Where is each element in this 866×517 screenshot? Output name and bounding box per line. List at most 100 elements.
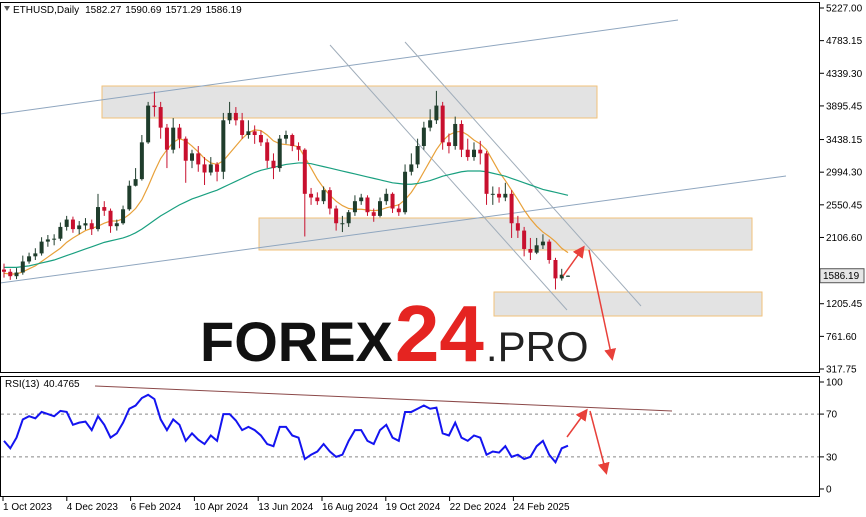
candle-body	[215, 164, 220, 172]
candle-body	[64, 219, 69, 227]
candle-body	[547, 241, 552, 261]
candle-body	[472, 149, 476, 158]
candle-body	[390, 193, 395, 209]
y-tick-label: 5227.00	[826, 4, 863, 15]
candle-body	[284, 134, 288, 139]
header: ETHUSD,Daily 1582.27 1590.69 1571.29 1586.19	[13, 5, 242, 16]
candle-body	[446, 142, 451, 147]
candle-body	[277, 138, 282, 169]
candle-body	[509, 193, 514, 224]
candle-body	[221, 120, 226, 172]
watermark-part: FOREX	[200, 310, 393, 373]
candle-body	[484, 153, 489, 194]
channel-line	[0, 19, 679, 115]
channel-line	[404, 41, 642, 307]
candle-body	[133, 179, 138, 186]
y-tick-label: 3895.45	[826, 101, 863, 112]
candle-body	[459, 123, 464, 150]
candle-body	[265, 142, 270, 161]
candle-body	[396, 208, 401, 213]
y-tick-label: 3438.15	[826, 135, 863, 146]
candle-body	[290, 134, 295, 147]
watermark: FOREX24.PRO	[200, 289, 589, 378]
candle-body	[96, 207, 100, 230]
candle-body	[559, 274, 564, 279]
candle-body	[309, 193, 314, 198]
candle-body	[70, 219, 75, 230]
candle-body	[327, 190, 332, 209]
candle-body	[183, 138, 188, 161]
x-tick-label: 22 Dec 2024	[450, 502, 507, 513]
candle-body	[240, 120, 245, 135]
candle-body	[27, 256, 32, 262]
candle-body	[102, 207, 107, 211]
candle-body	[334, 208, 339, 224]
y-tick-label: 30	[826, 452, 838, 463]
x-tick-label: 13 Jun 2024	[258, 502, 313, 513]
channel-line	[329, 44, 568, 311]
candle-body	[202, 164, 207, 173]
watermark-part: .PRO	[486, 323, 589, 370]
candle-body	[127, 185, 132, 210]
y-tick-label: 317.75	[826, 365, 857, 376]
candle-body	[321, 190, 326, 202]
arrow	[562, 245, 585, 277]
high-value: 1590.69	[125, 5, 162, 16]
candle-body	[503, 193, 508, 198]
candle-body	[478, 149, 483, 154]
annotations: FOREX24.PRO ETHUSD,Daily 1582.27 1590.69 15…	[4, 5, 616, 475]
x-tick-label: 6 Feb 2024	[131, 502, 182, 513]
candle-body	[302, 149, 307, 194]
candle-body	[227, 112, 232, 121]
candle-body	[409, 164, 414, 172]
line-series	[4, 162, 569, 268]
symbol-icon	[4, 6, 10, 11]
candle-body	[440, 105, 445, 143]
y-tick-label: 4339.30	[826, 69, 863, 80]
x-tick-label: 19 Oct 2024	[386, 502, 441, 513]
candle-body	[421, 127, 426, 147]
candle-body	[365, 197, 370, 213]
resistance-zone	[101, 85, 598, 119]
channel-line	[0, 175, 787, 284]
candle-body	[371, 212, 376, 216]
candle-body	[8, 271, 13, 277]
candle-body	[164, 127, 169, 150]
target-zone	[493, 291, 763, 317]
candle-body	[108, 210, 113, 227]
candle-body	[352, 201, 357, 213]
candle-body	[152, 105, 157, 108]
watermark-part: 24	[395, 289, 484, 378]
candle-body	[171, 127, 176, 150]
price-label: 1586.19	[823, 271, 860, 282]
candle-body	[497, 193, 502, 198]
candle-body	[528, 248, 533, 253]
candle-body	[33, 253, 38, 257]
candle-body	[553, 260, 558, 279]
support-zone	[258, 217, 753, 251]
x-tick-label: 10 Apr 2024	[194, 502, 248, 513]
candle-body	[20, 261, 25, 273]
candle-body	[522, 230, 527, 249]
candle-body	[384, 193, 389, 202]
rsi-header: RSI(13) 40.4765	[5, 379, 80, 390]
close-value: 1586.19	[206, 5, 243, 16]
candle-body	[77, 225, 82, 230]
candle-body	[177, 127, 182, 139]
y-tick-label: 2106.60	[826, 233, 863, 244]
arrow	[566, 408, 588, 438]
candle-body	[515, 223, 520, 231]
symbol: ETHUSD,Daily	[13, 5, 79, 16]
candle-body	[465, 149, 470, 158]
candle-body	[403, 171, 408, 213]
candle-body	[271, 160, 276, 169]
y-tick-label: 2550.45	[826, 200, 863, 211]
candle-body	[196, 153, 201, 165]
line-series	[3, 393, 569, 465]
candle-body	[415, 146, 420, 165]
x-tick-label: 1 Oct 2023	[3, 502, 52, 513]
x-tick-label: 16 Aug 2024	[322, 502, 379, 513]
rsi-value: 40.4765	[43, 379, 80, 390]
